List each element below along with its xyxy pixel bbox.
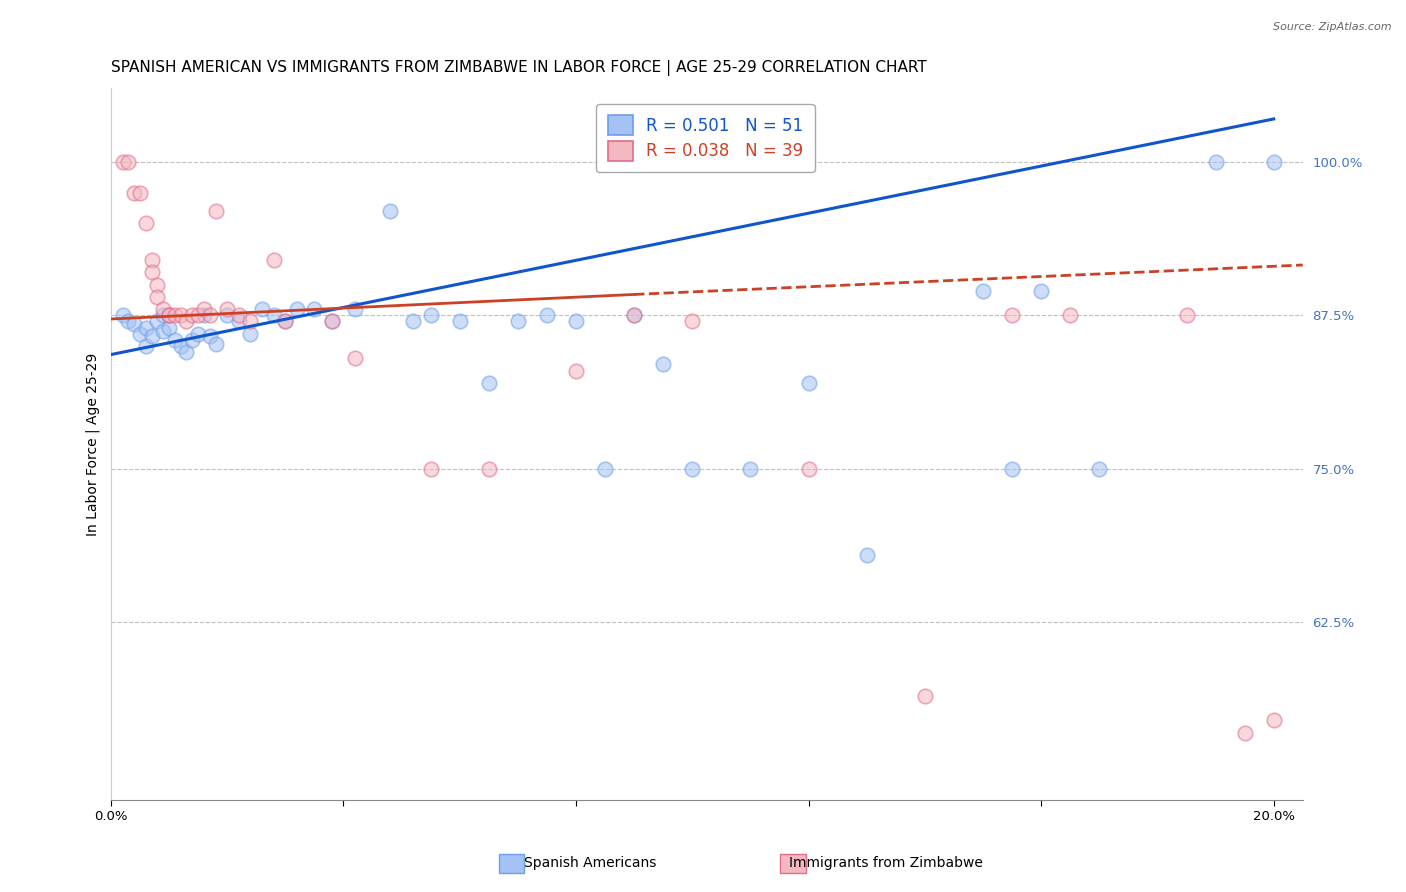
Point bbox=[855, 548, 877, 562]
Point bbox=[797, 461, 820, 475]
Legend: R = 0.501   N = 51, R = 0.038   N = 39: R = 0.501 N = 51, R = 0.038 N = 39 bbox=[596, 103, 815, 172]
Point bbox=[797, 376, 820, 390]
Point bbox=[122, 186, 145, 200]
Point bbox=[681, 461, 703, 475]
Point bbox=[187, 308, 209, 322]
Point bbox=[146, 290, 169, 304]
Point bbox=[117, 314, 139, 328]
Point bbox=[117, 155, 139, 169]
Point bbox=[1263, 155, 1285, 169]
Point bbox=[274, 314, 297, 328]
Point bbox=[652, 358, 675, 372]
Point bbox=[193, 308, 215, 322]
Point bbox=[681, 314, 703, 328]
Point bbox=[914, 689, 936, 703]
Point bbox=[129, 326, 152, 341]
Point bbox=[623, 308, 645, 322]
Point bbox=[170, 308, 193, 322]
Point bbox=[1175, 308, 1198, 322]
Point bbox=[478, 461, 501, 475]
Y-axis label: In Labor Force | Age 25-29: In Labor Force | Age 25-29 bbox=[86, 352, 100, 536]
Point bbox=[344, 302, 367, 317]
Point bbox=[623, 308, 645, 322]
Point bbox=[146, 314, 169, 328]
Text: Source: ZipAtlas.com: Source: ZipAtlas.com bbox=[1274, 22, 1392, 32]
Point bbox=[419, 308, 441, 322]
Point bbox=[250, 302, 273, 317]
Point bbox=[152, 308, 174, 322]
Point bbox=[506, 314, 529, 328]
Point bbox=[1263, 714, 1285, 728]
Point bbox=[1031, 284, 1053, 298]
Point bbox=[111, 155, 134, 169]
Point bbox=[593, 461, 616, 475]
Point bbox=[135, 320, 157, 334]
Point bbox=[217, 308, 239, 322]
Point bbox=[217, 302, 239, 317]
Point bbox=[321, 314, 343, 328]
Point bbox=[146, 277, 169, 292]
Point bbox=[239, 326, 262, 341]
Point bbox=[1233, 725, 1256, 739]
Text: Spanish Americans: Spanish Americans bbox=[524, 856, 657, 871]
Point bbox=[285, 302, 308, 317]
Point bbox=[152, 324, 174, 338]
Point bbox=[1001, 461, 1024, 475]
Point bbox=[263, 308, 285, 322]
Point bbox=[111, 308, 134, 322]
Point bbox=[228, 314, 250, 328]
Point bbox=[344, 351, 367, 366]
Point bbox=[152, 302, 174, 317]
Point bbox=[198, 308, 221, 322]
Point bbox=[204, 336, 226, 351]
Point bbox=[141, 265, 163, 279]
Point bbox=[239, 314, 262, 328]
Point bbox=[157, 308, 180, 322]
Point bbox=[402, 314, 425, 328]
Point bbox=[274, 314, 297, 328]
Point bbox=[181, 333, 204, 347]
Point bbox=[122, 317, 145, 331]
Text: Immigrants from Zimbabwe: Immigrants from Zimbabwe bbox=[789, 856, 983, 871]
Point bbox=[228, 308, 250, 322]
Point bbox=[263, 253, 285, 268]
Point bbox=[1059, 308, 1081, 322]
Point bbox=[321, 314, 343, 328]
Point bbox=[419, 461, 441, 475]
Point bbox=[565, 314, 588, 328]
Point bbox=[135, 339, 157, 353]
Point bbox=[176, 345, 198, 359]
Point bbox=[378, 204, 401, 219]
Point bbox=[170, 339, 193, 353]
Point bbox=[157, 308, 180, 322]
Point bbox=[129, 186, 152, 200]
Point bbox=[176, 314, 198, 328]
Point bbox=[204, 204, 226, 219]
Text: SPANISH AMERICAN VS IMMIGRANTS FROM ZIMBABWE IN LABOR FORCE | AGE 25-29 CORRELAT: SPANISH AMERICAN VS IMMIGRANTS FROM ZIMB… bbox=[111, 60, 927, 76]
Point bbox=[536, 308, 558, 322]
Point bbox=[565, 363, 588, 377]
Point bbox=[141, 253, 163, 268]
Point bbox=[187, 326, 209, 341]
Point bbox=[304, 302, 326, 317]
Point bbox=[972, 284, 994, 298]
Point bbox=[193, 302, 215, 317]
Point bbox=[163, 333, 186, 347]
Point bbox=[141, 329, 163, 343]
Point bbox=[740, 461, 762, 475]
Point bbox=[181, 308, 204, 322]
Point bbox=[1205, 155, 1227, 169]
Point bbox=[478, 376, 501, 390]
Point bbox=[198, 329, 221, 343]
Point bbox=[157, 308, 180, 322]
Point bbox=[135, 216, 157, 230]
Point bbox=[157, 320, 180, 334]
Point bbox=[449, 314, 471, 328]
Point bbox=[163, 308, 186, 322]
Point bbox=[1001, 308, 1024, 322]
Point bbox=[1088, 461, 1111, 475]
